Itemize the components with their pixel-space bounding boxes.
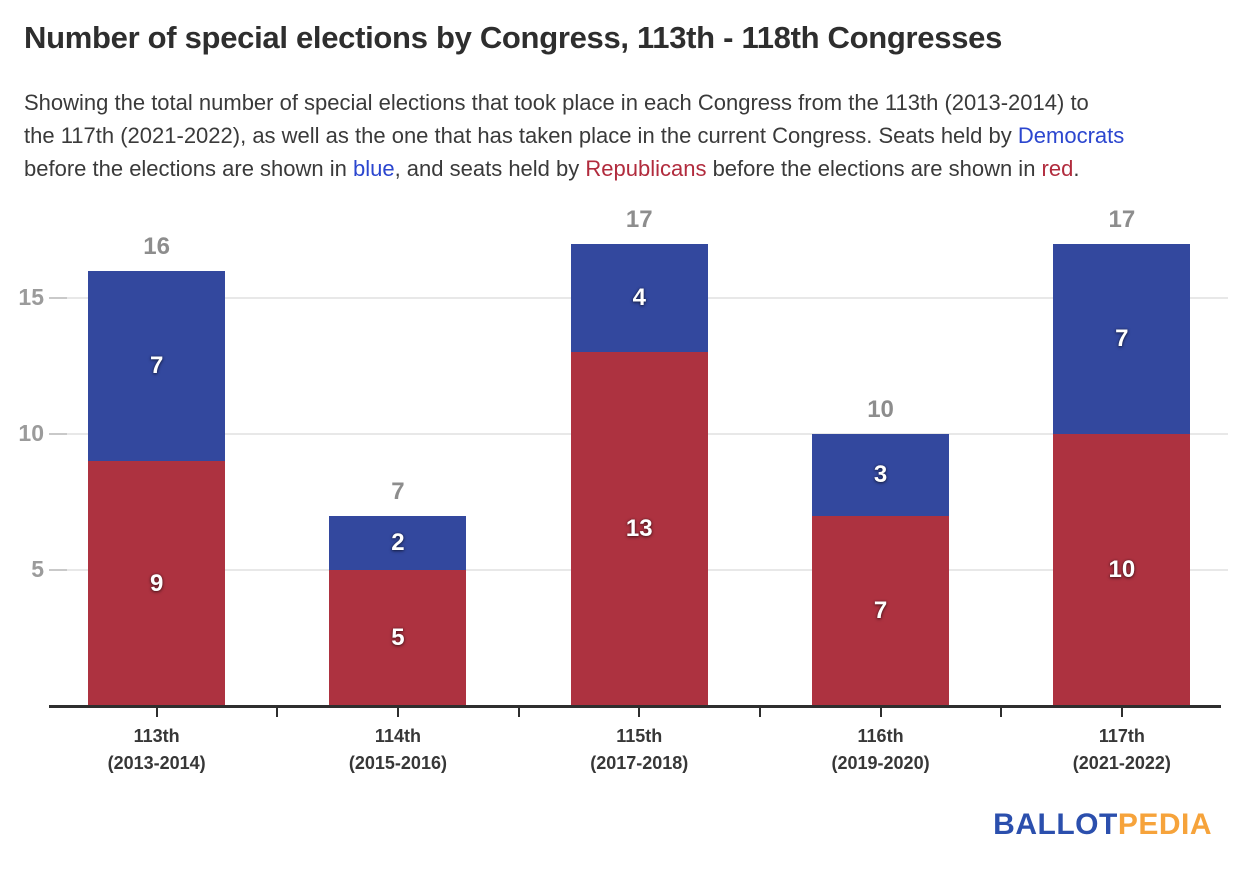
democrat-colored-text: Democrats [1017, 123, 1125, 148]
x-axis-tick [638, 707, 641, 717]
bar-segment-democratic [329, 515, 467, 570]
bar-segment-republican [812, 515, 950, 707]
bar-segment-republican [570, 352, 708, 707]
republican-value-label: 10 [1108, 556, 1136, 583]
x-axis-tick [1120, 707, 1123, 717]
democrat-colored-text: blue [352, 156, 395, 181]
y-axis-tick [49, 433, 67, 435]
congress-years-label: (2015-2016) [348, 753, 447, 773]
democratic-value-label: 3 [873, 460, 888, 488]
bar-segment-republican [88, 461, 226, 707]
x-axis-tick [758, 707, 761, 717]
ballotpedia-logo: BALLOTPEDIA [993, 808, 1212, 842]
congress-number-label: 116th [857, 726, 904, 746]
republican-colored-text: Republicans [585, 156, 707, 181]
bar-total-label: 10 [867, 396, 894, 423]
x-axis-line [49, 704, 1221, 708]
logo-pedia-text: PEDIA [1117, 808, 1212, 841]
republican-value-label: 13 [625, 515, 653, 543]
bar-segment-democratic [88, 270, 226, 462]
bar-segment-democratic [1053, 243, 1191, 434]
democratic-value-label: 7 [1115, 324, 1129, 352]
x-axis-tick [879, 707, 882, 717]
republican-value-label: 7 [873, 596, 888, 624]
description-text: , and seats held by [394, 156, 586, 181]
democratic-value-label: 7 [149, 352, 164, 379]
x-axis-tick [517, 707, 520, 717]
y-axis-tick [49, 569, 67, 571]
chart-description-line: the 117th (2021-2022), as well as the on… [24, 119, 1124, 152]
x-axis-category-label: 113th (2013-2014) [37, 723, 277, 777]
bar-segment-republican [1053, 434, 1191, 707]
x-axis-category-label: 115th (2017-2018) [519, 723, 759, 777]
x-axis-category-label: 116th (2019-2020) [761, 723, 1001, 777]
congress-number-label: 115th [616, 726, 663, 746]
bar-total-label: 17 [625, 205, 653, 233]
congress-years-label: (2019-2020) [831, 753, 930, 773]
bar-segment-democratic [812, 434, 950, 516]
bar-total-label: 17 [1108, 205, 1136, 233]
y-axis-label: 15 [18, 284, 44, 310]
republican-value-label: 5 [391, 624, 405, 651]
x-axis-tick [276, 707, 279, 717]
x-axis-category-label: 114th (2015-2016) [278, 723, 518, 777]
x-axis-tick [396, 707, 399, 717]
congress-years-label: (2021-2022) [1072, 753, 1171, 773]
y-axis-tick [49, 297, 67, 299]
chart-description: Showing the total number of special elec… [24, 86, 1124, 185]
logo-ballot-text: BALLOT [993, 808, 1118, 841]
bar-total-label: 16 [143, 232, 170, 260]
chart-description-line: before the elections are shown in blue, … [24, 152, 1124, 185]
x-axis-category-label: 117th (2021-2022) [1002, 723, 1240, 777]
congress-number-label: 114th [374, 726, 421, 746]
bar-segment-democratic [570, 243, 708, 353]
x-axis-tick [155, 707, 158, 717]
description-text: the 117th (2021-2022), as well as the on… [24, 123, 1018, 148]
democratic-value-label: 2 [391, 528, 405, 556]
congress-number-label: 113th [133, 726, 180, 746]
chart-description-line: Showing the total number of special elec… [24, 86, 1124, 119]
republican-value-label: 9 [149, 569, 164, 597]
republican-colored-text: red [1041, 156, 1074, 181]
description-text: before the elections are shown in [24, 156, 353, 181]
bar-total-label: 7 [391, 477, 405, 505]
x-axis-tick [1000, 707, 1003, 717]
y-axis-label: 10 [18, 420, 44, 446]
page-title: Number of special elections by Congress,… [24, 20, 1003, 55]
y-axis-label: 5 [31, 556, 44, 582]
democratic-value-label: 4 [632, 284, 646, 311]
congress-years-label: (2013-2014) [107, 753, 206, 773]
description-text: . [1073, 156, 1080, 181]
description-text: Showing the total number of special elec… [24, 90, 1089, 115]
congress-years-label: (2017-2018) [590, 753, 689, 773]
congress-number-label: 117th [1098, 726, 1145, 746]
description-text: before the elections are shown in [706, 156, 1042, 181]
bar-segment-republican [329, 570, 467, 707]
